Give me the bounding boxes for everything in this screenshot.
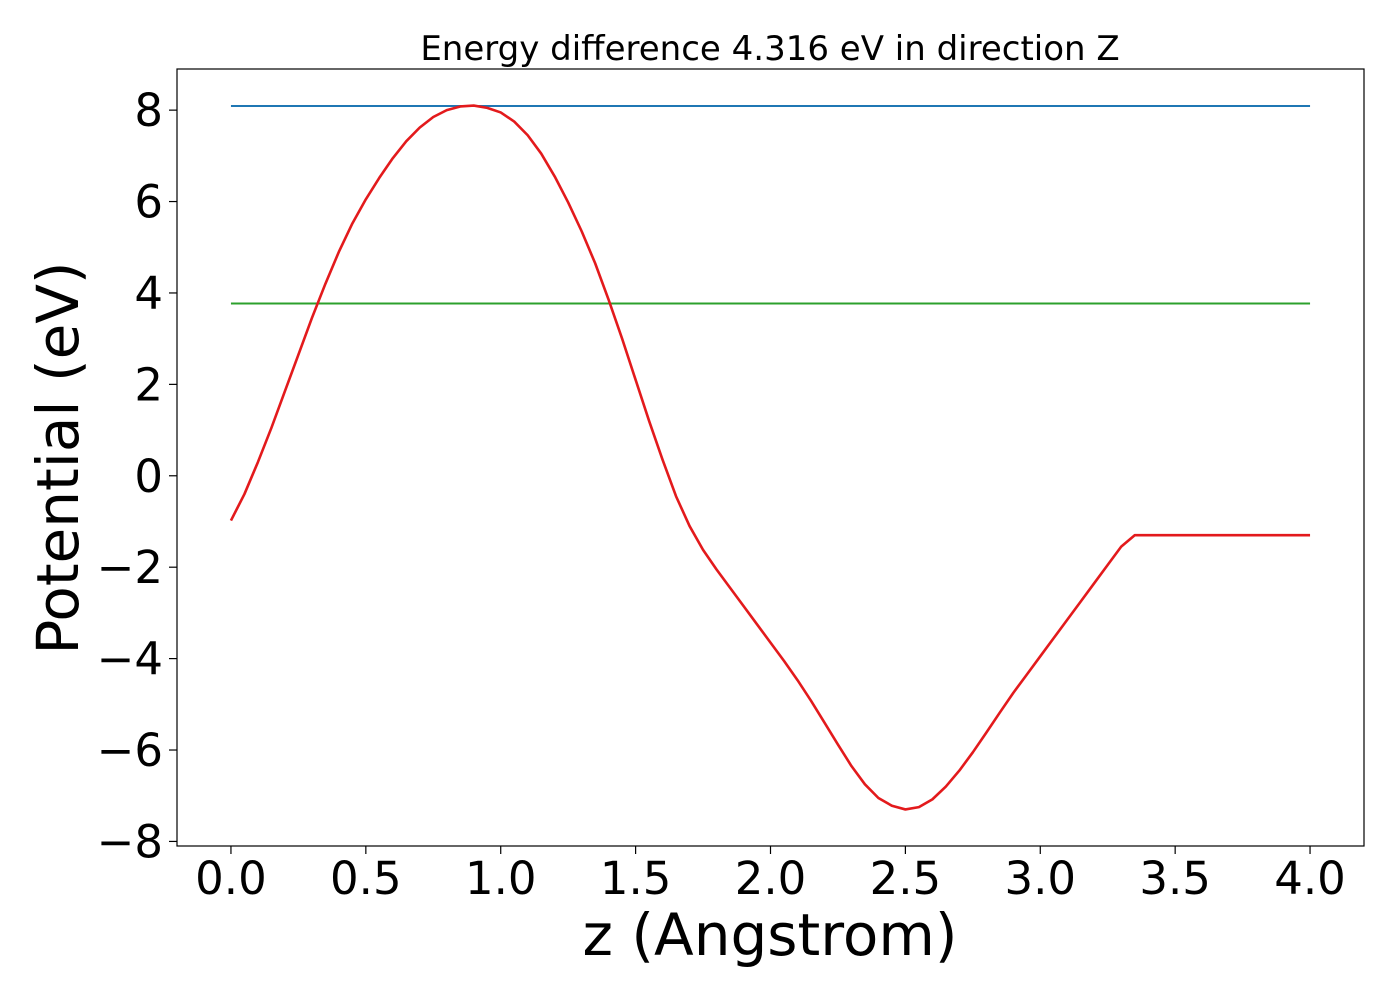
chart-title: Energy difference 4.316 eV in direction … (420, 29, 1119, 69)
x-tick-label: 1.5 (600, 852, 672, 905)
x-tick-label: 2.0 (735, 852, 807, 905)
x-tick-label: 3.5 (1139, 852, 1211, 905)
x-axis-title: z (Angstrom) (583, 901, 958, 969)
x-tick-label: 4.0 (1274, 852, 1346, 905)
series-line-3 (229, 104, 1311, 811)
y-tick-label: −2 (97, 541, 163, 594)
y-tick-label: 2 (134, 358, 163, 411)
y-tick-label: 8 (134, 84, 163, 137)
y-axis-ticks: 8 6 4 2 0 −2 −4 −6 −8 (97, 84, 177, 868)
x-tick-label: 2.5 (870, 852, 942, 905)
y-tick-label: −8 (97, 815, 163, 868)
x-axis-ticks: 0.0 0.5 1.0 1.5 2.0 2.5 3.0 3.5 4.0 (195, 846, 1346, 905)
y-tick-label: −6 (97, 724, 163, 777)
x-tick-label: 1.0 (465, 852, 537, 905)
y-tick-label: −4 (97, 633, 163, 686)
x-tick-label: 3.0 (1004, 852, 1076, 905)
y-tick-label: 0 (134, 450, 163, 503)
x-tick-label: 0.0 (195, 852, 267, 905)
y-axis-title: Potential (eV) (24, 261, 92, 654)
y-tick-label: 4 (134, 267, 163, 320)
plot-area (229, 104, 1311, 811)
y-tick-label: 6 (134, 176, 163, 229)
x-tick-label: 0.5 (330, 852, 402, 905)
